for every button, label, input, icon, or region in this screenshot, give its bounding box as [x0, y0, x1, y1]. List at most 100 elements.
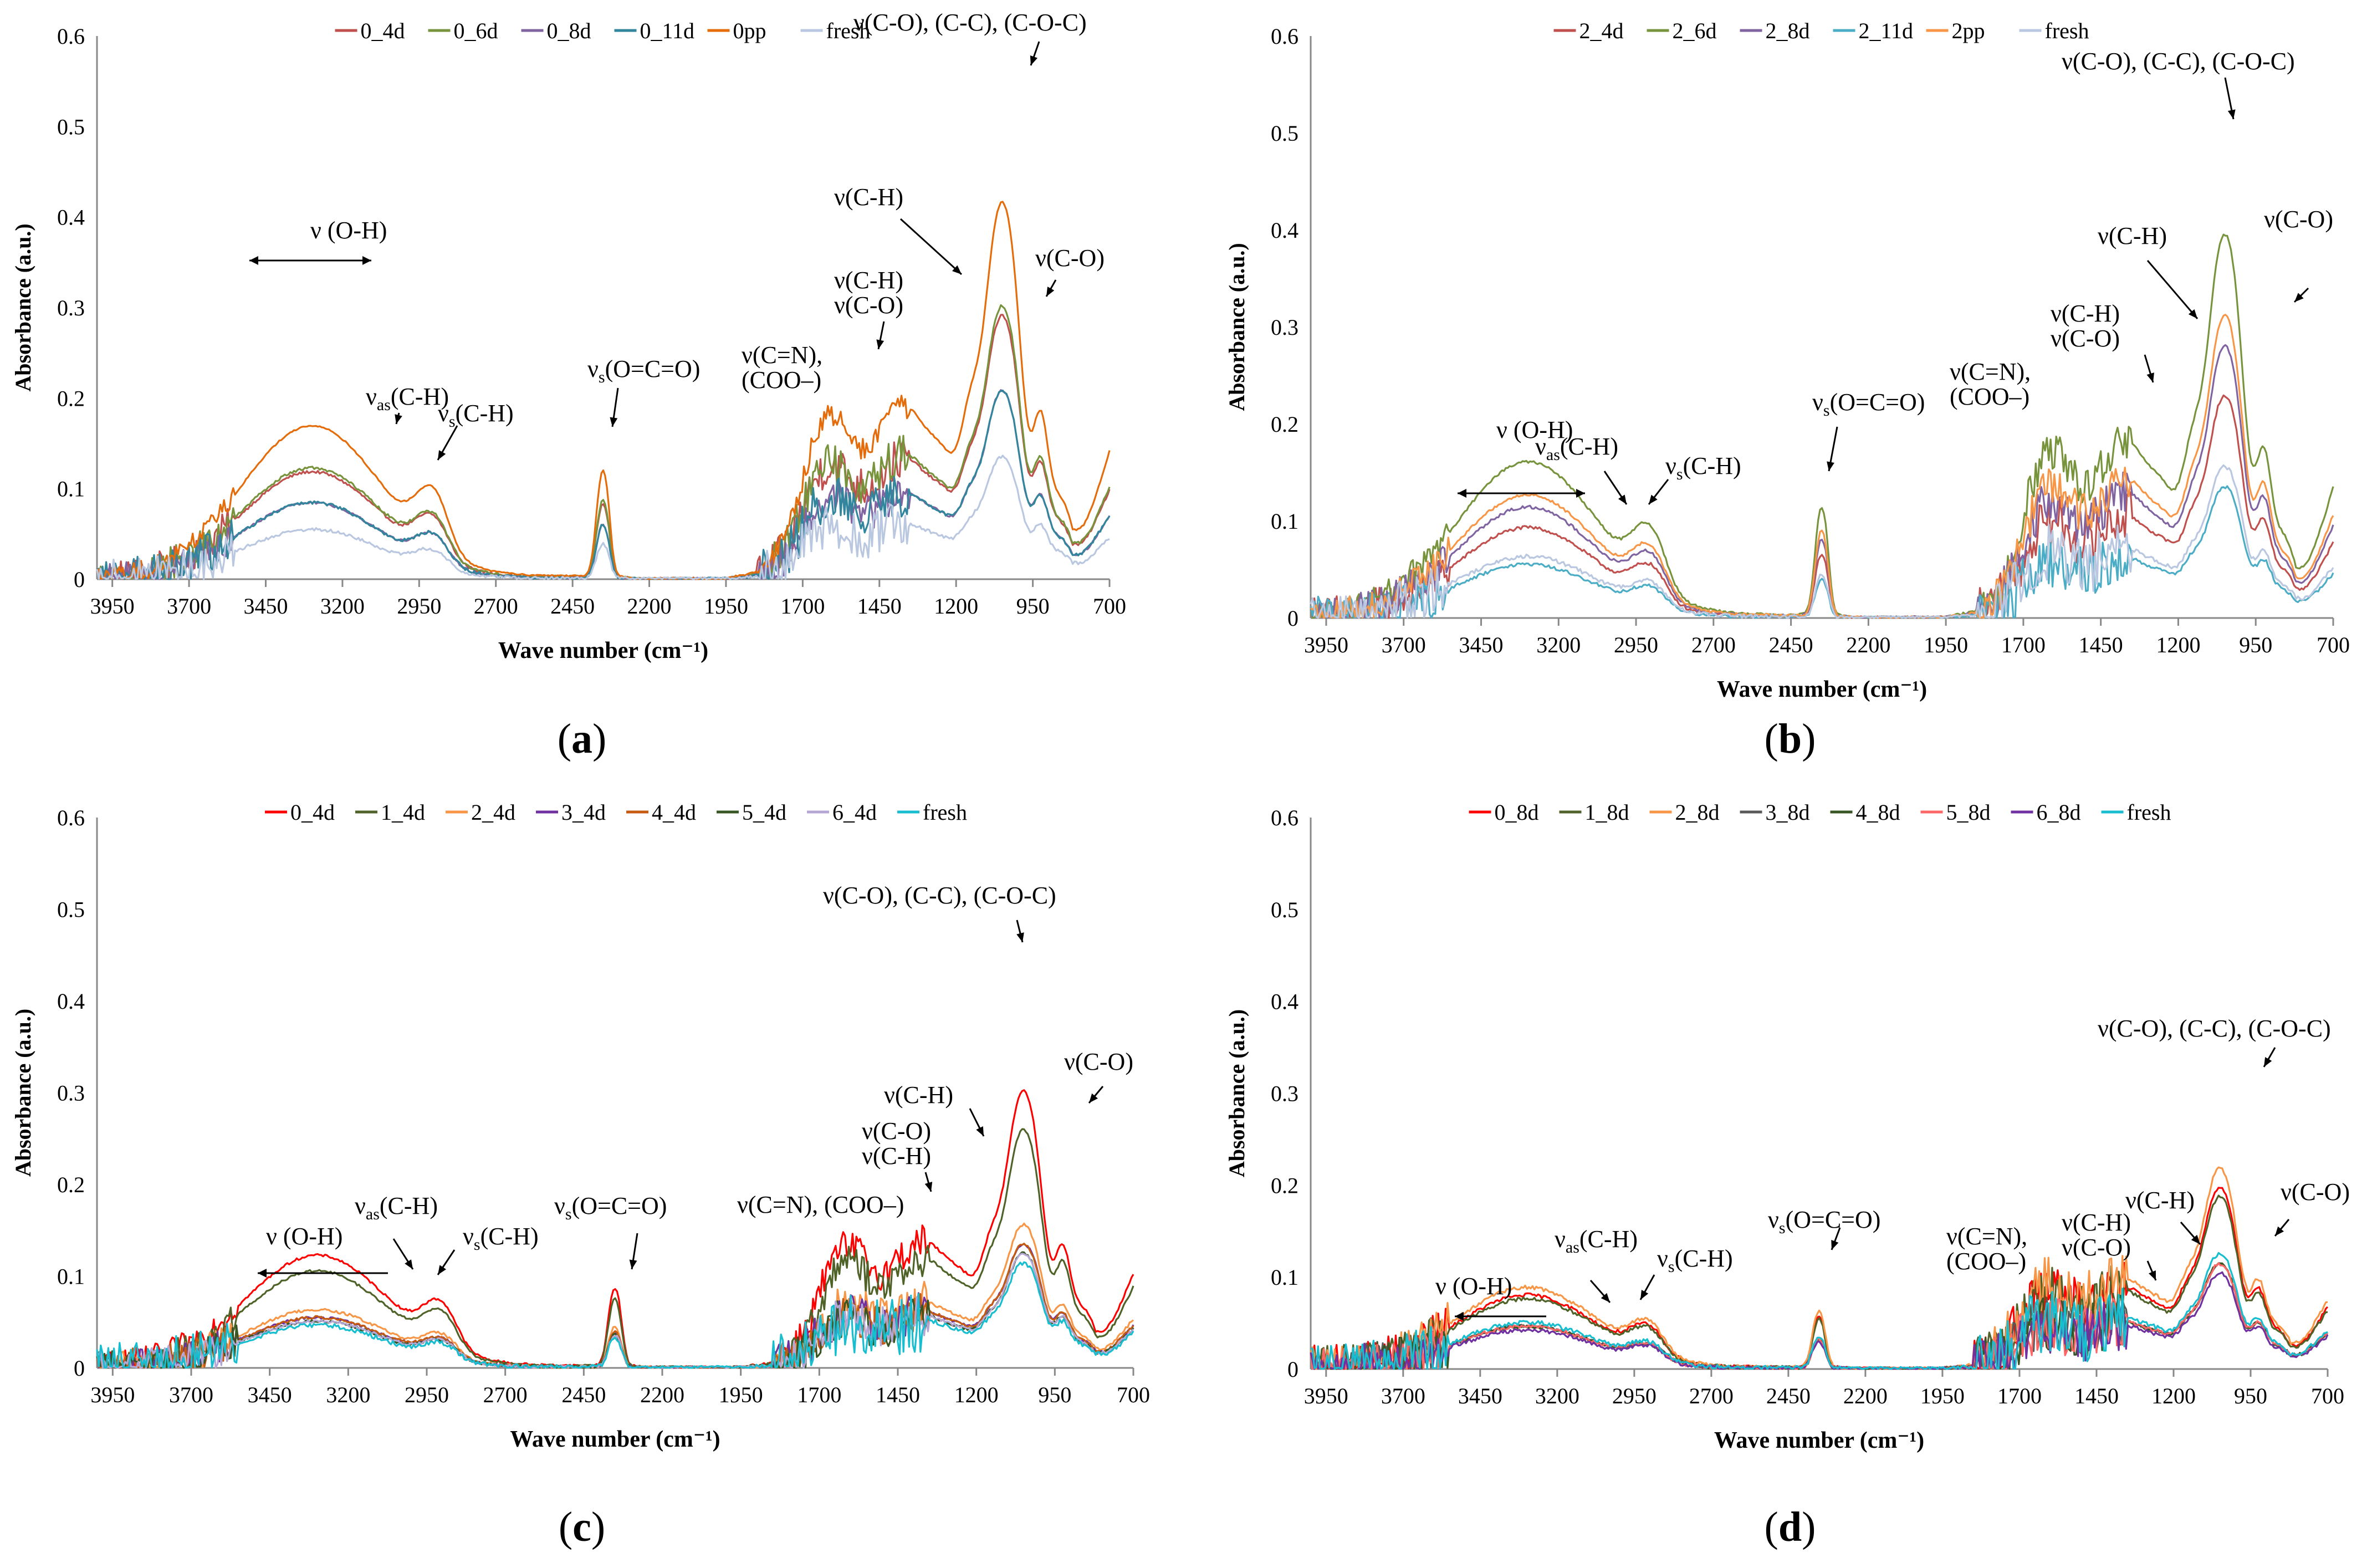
- arrowhead: [876, 339, 885, 349]
- legend-item: 2_8d: [1649, 800, 1720, 825]
- annotation-label: νs(O=C=O): [587, 355, 700, 386]
- series-line: [96, 314, 1111, 580]
- x-tick-label: 1700: [780, 594, 825, 619]
- annotation-label: ν(C-O): [2051, 325, 2120, 352]
- arrowhead: [2227, 109, 2236, 119]
- series-line: [1310, 1187, 2329, 1370]
- x-tick-label: 2200: [1846, 632, 1890, 657]
- series-line: [1310, 314, 2334, 619]
- y-tick-label: 0.4: [1271, 218, 1298, 243]
- legend-label: 3_4d: [561, 800, 606, 825]
- x-tick-label: 950: [2239, 632, 2272, 657]
- panel-label-b: (b): [1735, 715, 1845, 763]
- legend-label: 2_4d: [1579, 18, 1624, 43]
- panel-label-letter: d: [1778, 1504, 1802, 1550]
- legend-item: 2_6d: [1647, 18, 1717, 43]
- legend-item: 0_8d: [1469, 800, 1539, 825]
- legend-label: fresh: [826, 18, 871, 43]
- y-tick-label: 0.1: [57, 1264, 85, 1289]
- series-line: [96, 201, 1111, 580]
- legend-label: 1_4d: [381, 800, 425, 825]
- x-tick-label: 1450: [2074, 1383, 2119, 1408]
- series-line: [96, 1243, 1134, 1369]
- legend-label: 0_11d: [640, 18, 695, 43]
- legend-label: fresh: [2127, 800, 2171, 825]
- arrowhead: [395, 414, 402, 424]
- y-axis-label: Absorbance (a.u.): [11, 1009, 35, 1177]
- series-line: [96, 1128, 1134, 1369]
- legend-label: fresh: [923, 800, 967, 825]
- panel-label-close: ): [592, 716, 607, 762]
- panel-label-a: (a): [526, 715, 637, 763]
- x-tick-label: 3950: [90, 1382, 135, 1407]
- x-tick-label: 1450: [876, 1382, 920, 1407]
- legend-item: 2_4d: [1553, 18, 1624, 43]
- x-tick-label: 1950: [1920, 1383, 1965, 1408]
- arrowhead: [249, 256, 258, 265]
- x-tick-label: 3950: [1304, 632, 1348, 657]
- annotation-label: ν(C-H): [2051, 300, 2120, 327]
- legend-label: 0_4d: [290, 800, 335, 825]
- panel-label-close: ): [591, 1504, 606, 1550]
- arrowhead: [258, 1269, 267, 1278]
- legend-item: 0_4d: [265, 800, 335, 825]
- x-tick-label: 1200: [954, 1382, 999, 1407]
- annotation-label: νs(O=C=O): [554, 1192, 667, 1223]
- y-tick-label: 0.6: [57, 805, 85, 830]
- series-line: [1310, 344, 2334, 619]
- chart-panel-a: 0 0.1 0.2 0.3 0.4 0.5 0.6 3950 3700 3450 3200 2950 2…: [11, 9, 1126, 663]
- series-line: [1310, 1194, 2328, 1370]
- series-line: [1310, 1166, 2328, 1370]
- y-tick-label: 0.2: [1271, 412, 1298, 437]
- x-tick-label: 3700: [1381, 1383, 1425, 1408]
- chart-panel-d: 0 0.1 0.2 0.3 0.4 0.5 0.6 3950 3700 3450 3200 2950 2…: [1224, 800, 2350, 1453]
- x-tick-label: 2700: [474, 594, 518, 619]
- chart-panel-b: 0 0.1 0.2 0.3 0.4 0.5 0.6 3950 3700 3450 3200 2950 2…: [1224, 18, 2350, 702]
- panel-label-letter: c: [572, 1504, 591, 1550]
- x-tick-label: 2700: [1691, 632, 1736, 657]
- legend-item: fresh: [800, 18, 871, 43]
- x-tick-label: 3700: [167, 594, 211, 619]
- legend-label: 6_4d: [832, 800, 877, 825]
- series-line: [96, 1243, 1134, 1369]
- series-line: [96, 1253, 1134, 1369]
- arrowhead: [438, 450, 446, 460]
- x-tick-label: 3450: [1458, 1383, 1502, 1408]
- y-tick-label: 0.4: [57, 989, 85, 1014]
- x-tick-label: 2950: [405, 1382, 449, 1407]
- x-axis-label: Wave number (cm⁻¹): [1717, 677, 1927, 702]
- x-tick-label: 2950: [1612, 1383, 1657, 1408]
- annotation-label: ν (O-H): [1435, 1273, 1512, 1300]
- x-tick-label: 1700: [797, 1382, 841, 1407]
- y-tick-label: 0.4: [57, 205, 85, 230]
- legend-item: 4_4d: [626, 800, 696, 825]
- x-tick-label: 700: [2317, 632, 2350, 657]
- legend-label: 2_11d: [1859, 18, 1914, 43]
- y-tick-label: 0: [74, 1356, 85, 1381]
- annotation-label: ν (O-H): [266, 1223, 342, 1250]
- x-tick-label: 1200: [934, 594, 978, 619]
- annotation-label: ν(C-H): [2125, 1187, 2195, 1214]
- series-line: [1310, 464, 2334, 619]
- x-tick-label: 1200: [2156, 632, 2200, 657]
- annotation-label: (COO–): [1946, 1248, 2026, 1275]
- annotation-label: ν(C-O): [2281, 1178, 2350, 1206]
- series-line: [96, 454, 1110, 580]
- legend-label: 6_8d: [2037, 800, 2081, 825]
- series-line: [96, 304, 1111, 580]
- legend-item: 0_11d: [614, 18, 695, 43]
- x-tick-label: 1950: [704, 594, 748, 619]
- legend-item: 2pp: [1926, 18, 1985, 43]
- x-tick-label: 1200: [2151, 1383, 2196, 1408]
- y-tick-label: 0: [1287, 1357, 1298, 1382]
- y-tick-label: 0.6: [1271, 805, 1298, 830]
- x-tick-label: 2200: [640, 1382, 684, 1407]
- annotation-label: ν(C-O): [834, 292, 903, 319]
- annotation-label: ν(C-O): [862, 1117, 931, 1145]
- y-tick-label: 0.6: [1271, 24, 1298, 49]
- annotation-label: ν(C-O), (C-C), (C-O-C): [2098, 1015, 2331, 1042]
- legend-item: 0_4d: [335, 18, 405, 43]
- annotation-label: ν(C-O): [1064, 1048, 1133, 1075]
- arrowhead: [438, 1265, 447, 1275]
